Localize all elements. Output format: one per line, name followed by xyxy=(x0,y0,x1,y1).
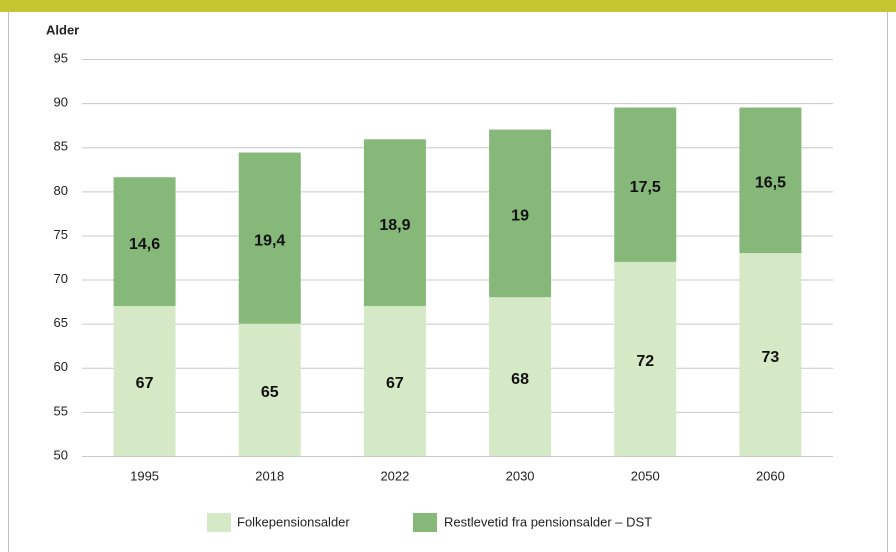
value-label: 18,9 xyxy=(379,217,410,234)
y-tick-label: 70 xyxy=(54,271,68,286)
bar-segment xyxy=(238,152,301,324)
value-label: 72 xyxy=(636,353,654,370)
x-tick-label: 1995 xyxy=(130,468,159,483)
legend-label: Folkepensionsalder xyxy=(237,514,350,529)
x-tick-label: 2050 xyxy=(631,468,660,483)
y-tick-label: 60 xyxy=(54,359,68,374)
y-tick-label: 90 xyxy=(54,95,68,110)
bar-segment xyxy=(739,253,802,456)
value-label: 14,6 xyxy=(129,236,160,253)
value-label: 16,5 xyxy=(755,175,786,192)
value-label: 73 xyxy=(762,349,780,366)
bar-segment xyxy=(489,297,552,456)
bar-segment xyxy=(739,107,802,254)
value-label: 65 xyxy=(261,384,279,401)
top-banner xyxy=(0,0,896,12)
value-label: 17,5 xyxy=(630,179,661,196)
x-tick-label: 2018 xyxy=(255,468,284,483)
bar-segment xyxy=(614,107,677,262)
y-tick-label: 80 xyxy=(54,183,68,198)
bar-segment xyxy=(113,177,176,307)
y-axis-label: Alder xyxy=(46,22,79,37)
legend-swatch xyxy=(207,513,231,532)
x-tick-label: 2022 xyxy=(380,468,409,483)
bar-segment xyxy=(238,323,301,456)
value-label: 19,4 xyxy=(254,232,285,249)
y-tick-label: 75 xyxy=(54,227,68,242)
bar-segment xyxy=(113,306,176,456)
value-label: 68 xyxy=(511,371,529,388)
x-tick-label: 2030 xyxy=(506,468,535,483)
y-tick-label: 50 xyxy=(54,447,68,462)
value-label: 67 xyxy=(386,375,404,392)
y-tick-label: 55 xyxy=(54,403,68,418)
x-tick-label: 2060 xyxy=(756,468,785,483)
bar-segment xyxy=(489,129,552,298)
bar-segment xyxy=(614,261,677,456)
value-label: 67 xyxy=(136,375,154,392)
y-tick-label: 65 xyxy=(54,315,68,330)
bar-segment xyxy=(363,139,426,307)
bar-segment xyxy=(363,306,426,456)
y-tick-label: 85 xyxy=(54,139,68,154)
value-label: 19 xyxy=(511,208,529,225)
y-tick-label: 95 xyxy=(54,50,68,65)
legend-swatch xyxy=(413,513,437,532)
legend-label: Restlevetid fra pensionsalder – DST xyxy=(444,514,652,529)
